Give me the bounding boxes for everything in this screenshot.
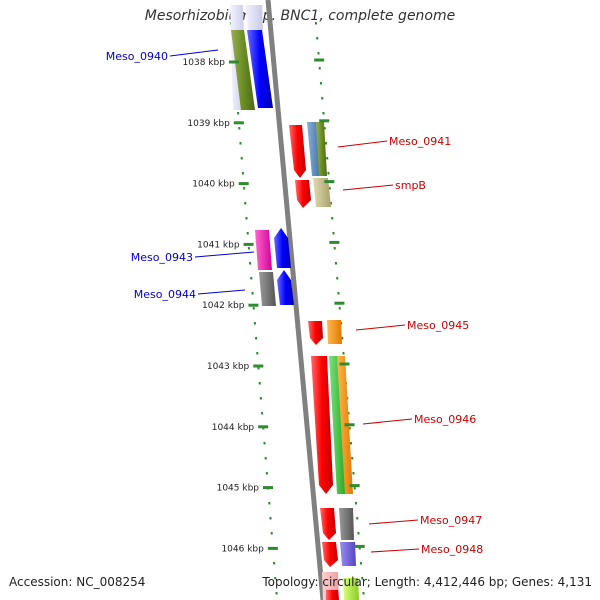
gene-label-text: Meso_0941 xyxy=(389,135,451,148)
tick-label: 1045 kbp xyxy=(217,484,260,494)
gene-feature-meso-0940[interactable] xyxy=(247,30,273,108)
gene-feature-meso-0945[interactable] xyxy=(327,320,342,344)
gene-label-smpb[interactable]: smpB xyxy=(342,179,426,192)
label-leader-line xyxy=(370,548,420,553)
label-leader-line xyxy=(197,289,246,295)
label-leader-line xyxy=(362,418,413,425)
gene-feature-meso-0941-a[interactable] xyxy=(289,125,306,178)
tick-label: 1039 kbp xyxy=(187,119,230,129)
gene-label-text: Meso_0945 xyxy=(407,319,469,332)
gene-label-text: Meso_0948 xyxy=(421,543,483,556)
tick-label: 1044 kbp xyxy=(212,423,255,433)
tick-marks: 1038 kbp 1039 kbp 1040 kbp 1041 kbp 1042 kbp… xyxy=(183,58,365,554)
gene-label-meso-0940[interactable]: Meso_0940 xyxy=(106,49,219,63)
gene-label-text: Meso_0946 xyxy=(414,413,476,426)
gene-labels: Meso_0940 Meso_0941 smpB Meso_0943 Meso_0944… xyxy=(106,49,483,556)
gene-feature-meso-0943-pink[interactable] xyxy=(255,230,272,270)
gene-feature-smpb-a[interactable] xyxy=(295,180,311,208)
label-leader-line xyxy=(355,324,406,331)
label-leader-line xyxy=(194,251,255,258)
tick-label: 1043 kbp xyxy=(207,362,250,372)
tick-label: 1042 kbp xyxy=(202,301,245,311)
label-leader-line xyxy=(368,519,419,525)
gene-label-meso-0941[interactable]: Meso_0941 xyxy=(337,135,451,148)
gene-label-meso-0943[interactable]: Meso_0943 xyxy=(131,251,255,264)
gene-feature-meso-0943[interactable] xyxy=(274,228,291,268)
gene-label-text: Meso_0943 xyxy=(131,251,193,264)
gene-feature-meso-0944-gray[interactable] xyxy=(259,272,276,306)
gene-feature-meso-0948-a[interactable] xyxy=(322,542,338,567)
gene-feature-meso-0941-c[interactable] xyxy=(316,122,327,176)
gene-feature-meso-0944[interactable] xyxy=(277,270,294,305)
gene-features xyxy=(230,5,359,600)
tick-label: 1046 kbp xyxy=(221,544,264,554)
gene-feature-meso-0948[interactable] xyxy=(340,542,356,566)
tick-label: 1038 kbp xyxy=(183,58,226,68)
gene-label-meso-0948[interactable]: Meso_0948 xyxy=(370,543,483,556)
gene-feature-meso-0946-a[interactable] xyxy=(311,356,333,494)
tick-label: 1041 kbp xyxy=(197,240,240,250)
gene-label-meso-0944[interactable]: Meso_0944 xyxy=(134,288,246,301)
gene-feature-bottom-red[interactable] xyxy=(326,590,339,600)
gene-feature-bottom-lime[interactable] xyxy=(343,578,359,600)
gene-label-text: Meso_0947 xyxy=(420,514,482,527)
gene-label-text: Meso_0940 xyxy=(106,50,168,63)
gene-label-meso-0947[interactable]: Meso_0947 xyxy=(368,514,482,527)
gene-label-meso-0945[interactable]: Meso_0945 xyxy=(355,319,469,332)
gene-feature-smpb[interactable] xyxy=(313,178,331,207)
gene-label-text: Meso_0944 xyxy=(134,288,196,301)
label-leader-line xyxy=(342,184,394,191)
gene-feature-olive[interactable] xyxy=(231,30,255,110)
gene-feature-meso-0947[interactable] xyxy=(339,508,354,540)
tick-label: 1040 kbp xyxy=(192,180,235,190)
label-leader-line xyxy=(169,49,219,57)
accession-text: Accession: NC_008254 xyxy=(9,575,146,589)
gene-label-meso-0946[interactable]: Meso_0946 xyxy=(362,413,476,426)
label-leader-line xyxy=(337,140,388,148)
gene-feature-meso-0946-b[interactable] xyxy=(329,356,346,494)
gene-feature-meso-0947-a[interactable] xyxy=(320,508,336,540)
gene-label-text: smpB xyxy=(395,179,426,192)
gene-feature-pale-2[interactable] xyxy=(245,5,263,30)
genome-summary-text: Topology: circular; Length: 4,412,446 bp… xyxy=(262,575,592,589)
sequence-backbone xyxy=(265,0,326,600)
genome-title: Mesorhizobium sp. BNC1, complete genome xyxy=(144,8,456,24)
gene-feature-meso-0945-a[interactable] xyxy=(308,321,323,345)
